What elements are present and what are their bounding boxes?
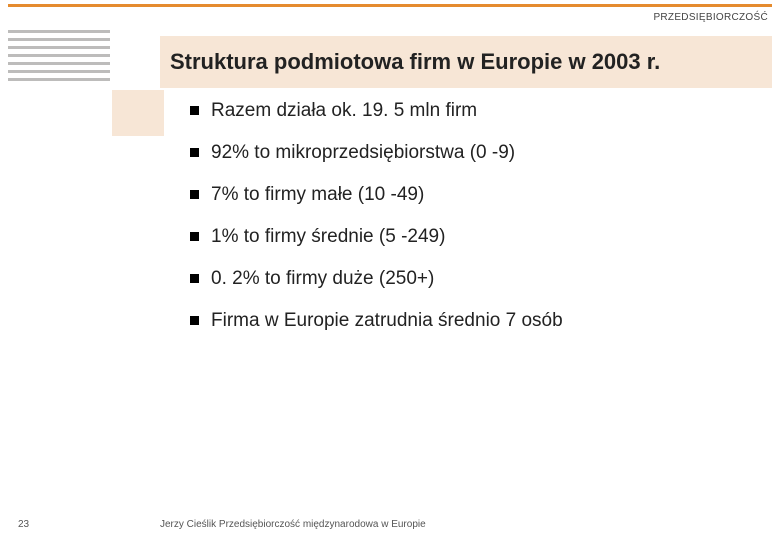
list-item-text: 0. 2% to firmy duże (250+) <box>211 268 434 290</box>
list-item: Razem działa ok. 19. 5 mln firm <box>190 100 760 122</box>
list-item-text: Razem działa ok. 19. 5 mln firm <box>211 100 477 122</box>
list-item-text: 7% to firmy małe (10 -49) <box>211 184 424 206</box>
decor-line <box>8 78 110 81</box>
list-item: 92% to mikroprzedsiębiorstwa (0 -9) <box>190 142 760 164</box>
bullet-square-icon <box>190 190 199 199</box>
bullet-square-icon <box>190 274 199 283</box>
decor-line <box>8 46 110 49</box>
decor-lines <box>8 30 110 86</box>
decor-line <box>8 38 110 41</box>
footer-text: Jerzy Cieślik Przedsiębiorczość międzyna… <box>160 519 426 530</box>
decor-line <box>8 30 110 33</box>
list-item-text: Firma w Europie zatrudnia średnio 7 osób <box>211 310 563 332</box>
page-number: 23 <box>18 519 29 530</box>
top-label: PRZEDSIĘBIORCZOŚĆ <box>653 12 768 23</box>
title-band: Struktura podmiotowa firm w Europie w 20… <box>160 36 772 88</box>
list-item: 0. 2% to firmy duże (250+) <box>190 268 760 290</box>
bullet-square-icon <box>190 316 199 325</box>
decor-line <box>8 54 110 57</box>
bullet-square-icon <box>190 148 199 157</box>
bullet-list: Razem działa ok. 19. 5 mln firm 92% to m… <box>190 100 760 352</box>
bullet-square-icon <box>190 232 199 241</box>
page-title: Struktura podmiotowa firm w Europie w 20… <box>170 49 660 75</box>
accent-rule <box>8 4 772 7</box>
bullet-square-icon <box>190 106 199 115</box>
list-item: 7% to firmy małe (10 -49) <box>190 184 760 206</box>
list-item: Firma w Europie zatrudnia średnio 7 osób <box>190 310 760 332</box>
decor-line <box>8 62 110 65</box>
list-item: 1% to firmy średnie (5 -249) <box>190 226 760 248</box>
decor-line <box>8 70 110 73</box>
list-item-text: 1% to firmy średnie (5 -249) <box>211 226 445 248</box>
list-item-text: 92% to mikroprzedsiębiorstwa (0 -9) <box>211 142 515 164</box>
decor-left-bar <box>112 90 164 136</box>
slide-page: PRZEDSIĘBIORCZOŚĆ Struktura podmiotowa f… <box>0 0 780 540</box>
